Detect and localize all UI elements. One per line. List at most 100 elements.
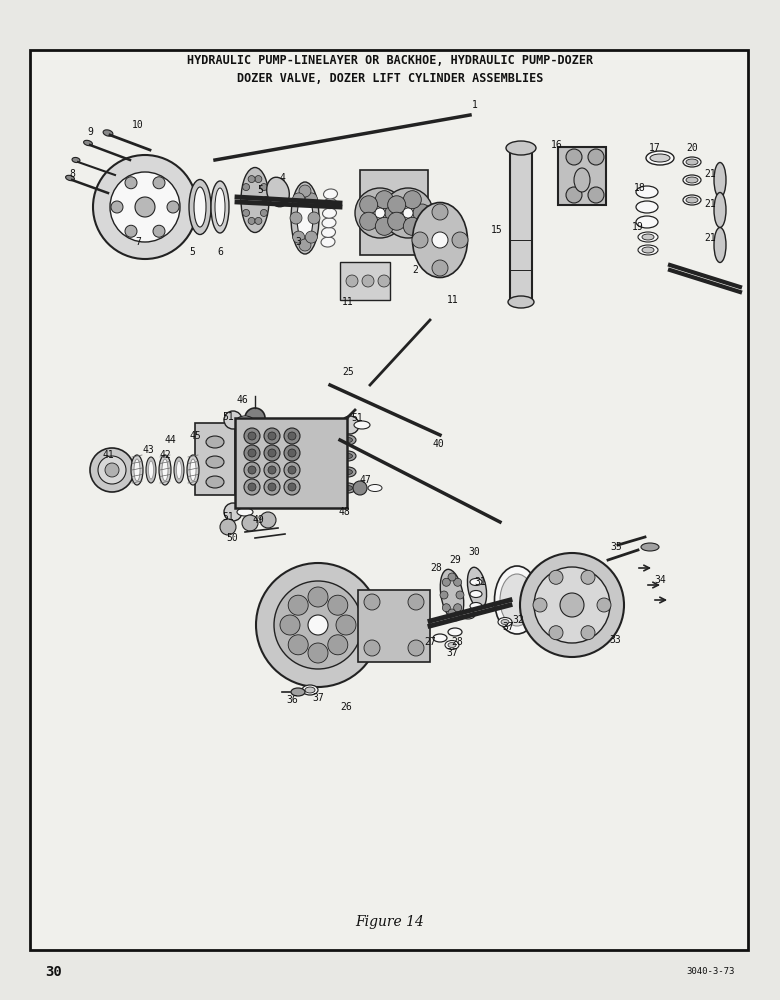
Text: 30: 30 — [468, 547, 480, 557]
Circle shape — [408, 594, 424, 610]
Ellipse shape — [66, 175, 74, 181]
Bar — [558, 147, 606, 205]
Circle shape — [566, 149, 582, 165]
Text: 37: 37 — [312, 693, 324, 703]
Ellipse shape — [190, 459, 196, 481]
Ellipse shape — [495, 566, 540, 634]
Text: 18: 18 — [634, 183, 646, 193]
Ellipse shape — [641, 543, 659, 551]
Text: 11: 11 — [342, 297, 354, 307]
Circle shape — [308, 615, 328, 635]
Circle shape — [248, 217, 255, 224]
Ellipse shape — [467, 567, 487, 609]
Circle shape — [336, 615, 356, 635]
Circle shape — [264, 445, 280, 461]
Ellipse shape — [470, 578, 482, 585]
Circle shape — [452, 232, 468, 248]
Circle shape — [413, 204, 431, 222]
Ellipse shape — [714, 192, 726, 228]
Circle shape — [261, 184, 268, 191]
Ellipse shape — [340, 435, 356, 445]
Circle shape — [375, 208, 385, 218]
Circle shape — [388, 212, 406, 230]
Circle shape — [244, 428, 260, 444]
Ellipse shape — [321, 237, 335, 247]
Circle shape — [290, 212, 302, 224]
Circle shape — [355, 188, 405, 238]
Circle shape — [520, 553, 624, 657]
Ellipse shape — [146, 457, 156, 483]
Ellipse shape — [638, 245, 658, 255]
Circle shape — [274, 581, 362, 669]
Circle shape — [588, 187, 604, 203]
Ellipse shape — [683, 175, 701, 185]
Circle shape — [284, 445, 300, 461]
Bar — [358, 590, 430, 662]
Ellipse shape — [324, 189, 338, 199]
Bar — [510, 150, 532, 302]
Text: 3040-3-73: 3040-3-73 — [686, 968, 735, 976]
Circle shape — [432, 232, 448, 248]
Text: 27: 27 — [424, 637, 436, 647]
Circle shape — [305, 231, 317, 243]
Ellipse shape — [206, 476, 224, 488]
Circle shape — [288, 595, 308, 615]
Circle shape — [375, 191, 393, 209]
Circle shape — [328, 595, 348, 615]
Text: 20: 20 — [686, 143, 698, 153]
Text: 4: 4 — [279, 173, 285, 183]
Ellipse shape — [368, 485, 382, 491]
Circle shape — [245, 408, 265, 428]
Circle shape — [383, 188, 433, 238]
Text: 33: 33 — [609, 635, 621, 645]
Text: 34: 34 — [654, 575, 666, 585]
Text: 16: 16 — [551, 140, 563, 150]
Text: 17: 17 — [649, 143, 661, 153]
Ellipse shape — [72, 157, 80, 163]
Ellipse shape — [131, 455, 143, 485]
Ellipse shape — [636, 186, 658, 198]
Ellipse shape — [291, 688, 305, 696]
Ellipse shape — [448, 628, 462, 636]
Ellipse shape — [176, 461, 182, 479]
Text: 51: 51 — [222, 412, 234, 422]
Circle shape — [224, 503, 242, 521]
Bar — [235, 418, 347, 508]
Ellipse shape — [297, 194, 313, 242]
Circle shape — [125, 177, 137, 189]
Circle shape — [264, 479, 280, 495]
Circle shape — [403, 208, 413, 218]
Ellipse shape — [642, 247, 654, 253]
Circle shape — [284, 428, 300, 444]
Circle shape — [248, 432, 256, 440]
Circle shape — [268, 483, 276, 491]
Text: 19: 19 — [632, 222, 644, 232]
Circle shape — [448, 609, 456, 617]
Ellipse shape — [433, 634, 447, 642]
Circle shape — [308, 587, 328, 607]
Circle shape — [288, 432, 296, 440]
Circle shape — [224, 411, 242, 429]
Circle shape — [220, 519, 236, 535]
Circle shape — [105, 463, 119, 477]
Text: 44: 44 — [164, 435, 176, 445]
Ellipse shape — [340, 483, 356, 493]
Circle shape — [261, 209, 268, 216]
Text: 36: 36 — [286, 695, 298, 705]
Text: 15: 15 — [491, 225, 503, 235]
Ellipse shape — [159, 455, 171, 485]
Circle shape — [442, 604, 450, 612]
Text: DOZER VALVE, DOZER LIFT CYLINDER ASSEMBLIES: DOZER VALVE, DOZER LIFT CYLINDER ASSEMBL… — [237, 72, 543, 85]
Ellipse shape — [500, 574, 534, 626]
Text: 2: 2 — [412, 265, 418, 275]
Ellipse shape — [148, 461, 154, 479]
Ellipse shape — [440, 569, 464, 621]
Circle shape — [549, 626, 563, 640]
Circle shape — [408, 640, 424, 656]
Ellipse shape — [103, 130, 113, 136]
Ellipse shape — [448, 643, 456, 648]
Ellipse shape — [683, 157, 701, 167]
Circle shape — [153, 225, 165, 237]
Circle shape — [242, 515, 258, 531]
Circle shape — [588, 149, 604, 165]
